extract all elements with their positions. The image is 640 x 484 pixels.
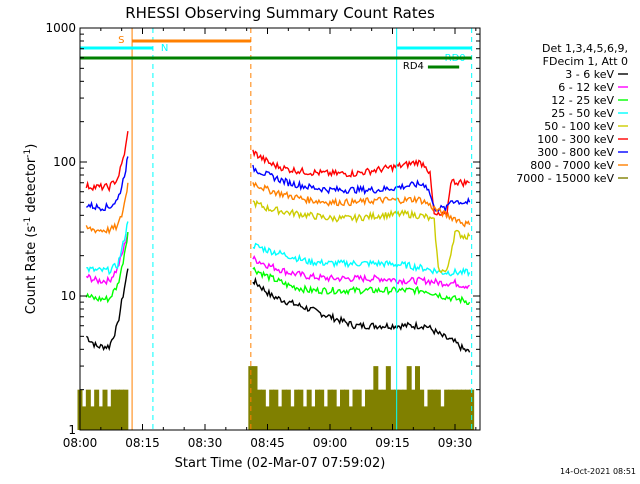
series-6-line-0 <box>86 156 129 212</box>
series-7-line-1 <box>252 181 471 228</box>
x-tick-label-2: 08:30 <box>188 436 223 450</box>
series-3-line-1 <box>252 242 471 278</box>
flag-label-1: N <box>161 43 168 54</box>
flag-label-0: S <box>118 35 124 46</box>
legend-label-3: 25 - 50 keV <box>551 107 614 120</box>
y-tick-label-3: 1000 <box>45 21 76 35</box>
series-7-line-0 <box>85 182 129 235</box>
legend-label-2: 12 - 25 keV <box>551 94 614 107</box>
chart-title: RHESSI Observing Summary Count Rates <box>125 4 435 22</box>
series-1-line-1 <box>252 255 470 290</box>
x-tick-label-4: 09:00 <box>313 436 348 450</box>
plot-frame <box>79 27 481 431</box>
series-5-line-0 <box>85 130 129 193</box>
legend-header-0: Det 1,3,4,5,6,9, <box>542 42 628 55</box>
x-tick-label-3: 08:45 <box>250 436 285 450</box>
timestamp: 14-Oct-2021 08:51 <box>560 467 636 476</box>
series-2-line-1 <box>252 266 471 305</box>
legend-label-6: 300 - 800 keV <box>537 146 614 159</box>
legend: Det 1,3,4,5,6,9,FDecim 1, Att 03 - 6 keV… <box>516 42 628 185</box>
flag-label-3: RD4 <box>403 61 424 72</box>
x-tick-label-1: 08:15 <box>125 436 160 450</box>
series-5-line-1 <box>252 149 470 218</box>
x-tick-label-5: 09:15 <box>375 436 410 450</box>
x-tick-label-6: 09:30 <box>438 436 473 450</box>
x-axis-label: Start Time (02-Mar-07 07:59:02) <box>175 456 386 471</box>
y-tick-label-1: 10 <box>61 289 76 303</box>
y-tick-label-0: 1 <box>68 423 76 437</box>
y-axis-label: Count Rate (s-1 detector-1) <box>23 144 39 315</box>
series-2-line-0 <box>85 232 129 304</box>
series-0-line-1 <box>252 276 471 353</box>
legend-header-1: FDecim 1, Att 0 <box>543 55 628 68</box>
series-1-line-0 <box>85 231 129 286</box>
series-3-line-0 <box>86 221 129 276</box>
legend-label-7: 800 - 7000 keV <box>530 159 614 172</box>
legend-label-4: 50 - 100 keV <box>544 120 614 133</box>
y-tick-label-2: 100 <box>53 155 76 169</box>
x-tick-label-0: 08:00 <box>63 436 98 450</box>
legend-label-1: 6 - 12 keV <box>558 81 614 94</box>
legend-label-0: 3 - 6 keV <box>565 68 614 81</box>
series-4-line-0 <box>252 199 471 274</box>
legend-label-5: 100 - 300 keV <box>537 133 614 146</box>
legend-label-8: 7000 - 15000 keV <box>516 172 614 185</box>
series-0-line-0 <box>85 268 129 352</box>
